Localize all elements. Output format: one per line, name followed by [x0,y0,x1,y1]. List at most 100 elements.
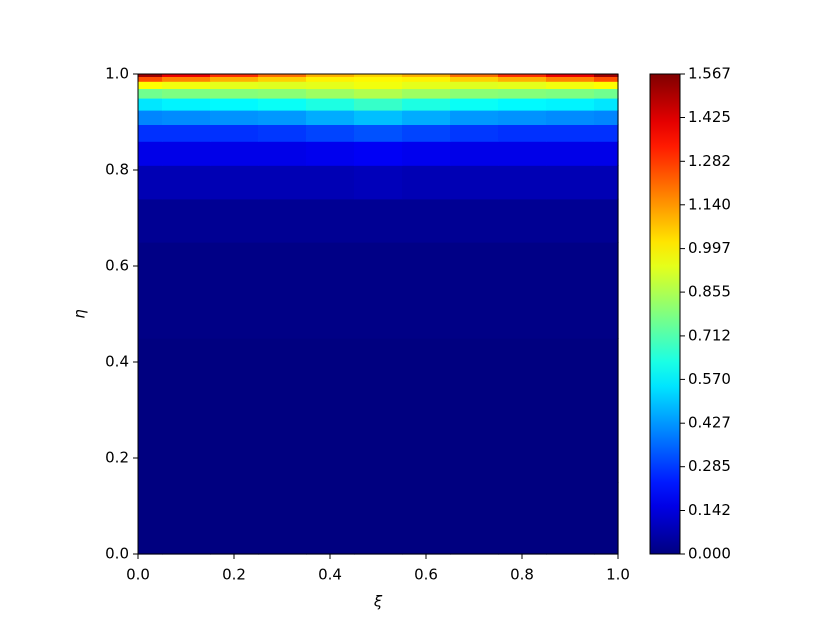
contour-cell [258,242,307,339]
contour-cell [162,198,211,243]
y-axis-label: η [71,309,89,319]
contour-cell [258,74,307,77]
contour-cell [306,110,355,125]
contour-cell [402,141,451,166]
contour-cell [546,482,595,555]
contour-cell [138,81,163,89]
contour-cell [258,198,307,243]
contour-cell [450,338,499,483]
contour-cell [354,124,403,142]
contour-cell [354,338,403,483]
contour-cell [450,141,499,166]
contour-cell [402,482,451,555]
contour-cell [258,338,307,483]
contour-cell [138,141,163,166]
contour-cell [450,74,499,77]
y-tick-label: 0.6 [105,257,129,275]
colorbar-tick-label: 0.570 [688,370,731,388]
contour-cell [498,88,547,99]
contour-cell [594,141,619,166]
contour-cell [210,198,259,243]
contour-cell [546,76,595,82]
plot-frame [137,73,619,555]
contour-cell [354,141,403,166]
contour-cell [138,242,163,339]
contour-cell [594,81,619,89]
y-tick-label: 1.0 [105,65,129,83]
contour-cell [162,74,211,77]
contour-cell [210,76,259,82]
y-tick-label: 0.2 [105,449,129,467]
contour-cell [138,110,163,125]
contour-cell [138,482,163,555]
y-tick-label: 0.8 [105,161,129,179]
contour-cell [402,98,451,111]
contour-cell [498,81,547,89]
contour-cell [162,141,211,166]
contour-cell [258,110,307,125]
contour-cell [402,88,451,99]
contour-cell [162,165,211,200]
contour-cell [354,81,403,89]
contour-cell [138,198,163,243]
contour-cell [402,338,451,483]
colorbar-tick-label: 0.855 [688,283,731,301]
contour-cell [210,482,259,555]
contour-cell [306,81,355,89]
colorbar-tick-label: 1.140 [688,195,731,213]
contour-cell [258,124,307,142]
contour-cell [450,124,499,142]
contour-cell [594,482,619,555]
contour-cell [594,88,619,99]
contour-cell [210,165,259,200]
contour-cell [306,141,355,166]
contour-cell [450,242,499,339]
colorbar-tick-label: 0.712 [688,326,731,344]
contour-cell [258,141,307,166]
colorbar-tick-label: 0.000 [688,545,731,563]
contour-cell [594,74,619,77]
colorbar-tick-label: 0.997 [688,239,731,257]
contour-cell [162,81,211,89]
contour-cell [306,74,355,77]
x-tick-label: 0.4 [318,566,342,584]
contour-cell [594,242,619,339]
contour-cell [594,198,619,243]
contour-cell [210,141,259,166]
contour-cell [210,338,259,483]
contour-cell [162,98,211,111]
contour-cell [498,74,547,77]
contour-cell [354,165,403,200]
contour-cell [546,198,595,243]
contour-cell [402,110,451,125]
contour-cell [306,198,355,243]
contour-cell [210,74,259,77]
colorbar-tick-label: 1.425 [688,108,731,126]
contour-cell [498,482,547,555]
contour-cell [138,98,163,111]
contour-cell [546,338,595,483]
contour-cell [210,81,259,89]
contour-cell [138,76,163,82]
colorbar-tick-label: 0.142 [688,501,731,519]
contour-cell [306,338,355,483]
colorbar-tick-label: 1.282 [688,152,731,170]
contour-cell [546,141,595,166]
contour-cell [402,242,451,339]
contour-cell [258,98,307,111]
contour-cell [450,88,499,99]
contour-cell [162,76,211,82]
contour-cell [258,76,307,82]
y-tick-label: 0.0 [105,545,129,563]
contour-cell [306,124,355,142]
contour-cell [354,98,403,111]
contour-cell [138,74,163,77]
contour-cell [498,165,547,200]
contour-cell [162,482,211,555]
contour-cell [402,81,451,89]
contour-cell [594,98,619,111]
contour-cell [210,242,259,339]
x-tick-label: 1.0 [606,566,630,584]
contour-cell [546,242,595,339]
contour-cell [354,74,403,77]
